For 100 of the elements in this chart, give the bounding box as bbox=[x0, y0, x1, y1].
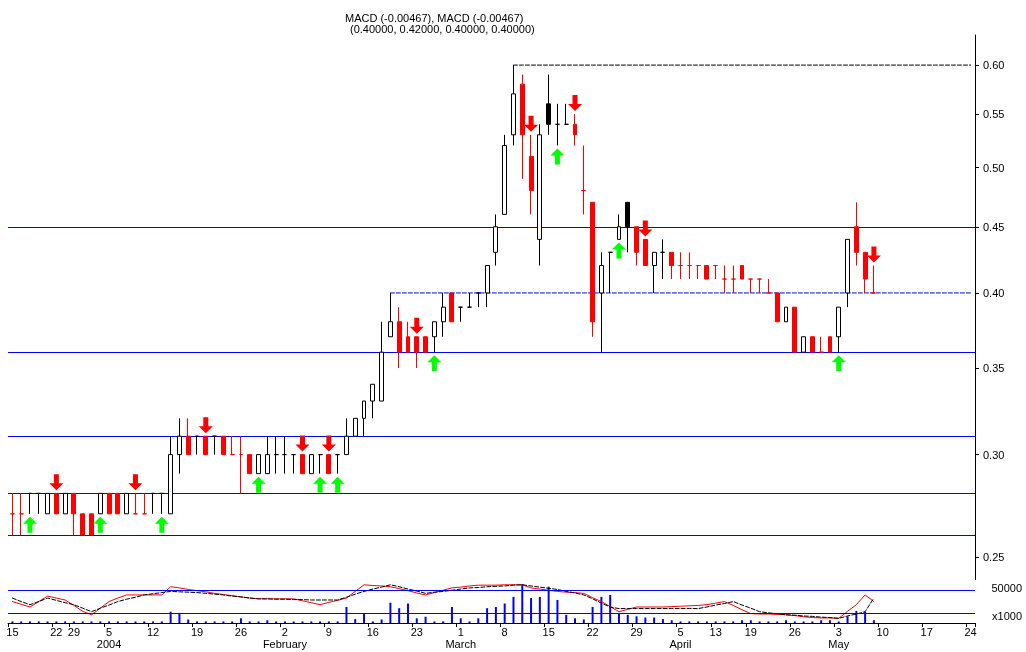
candlestick bbox=[731, 265, 736, 294]
candlestick bbox=[63, 492, 68, 515]
candlestick bbox=[335, 454, 340, 475]
candlestick bbox=[485, 265, 490, 308]
candlestick bbox=[828, 336, 832, 353]
x-tick-label: 22 bbox=[586, 626, 599, 638]
candlestick bbox=[221, 435, 226, 456]
x-tick-label: 15 bbox=[542, 626, 555, 638]
candlestick bbox=[836, 306, 841, 353]
bar bbox=[670, 620, 673, 623]
candlestick bbox=[573, 113, 577, 146]
x-tick-label: 12 bbox=[146, 626, 160, 638]
candlestick bbox=[98, 492, 103, 515]
candlestick bbox=[177, 417, 182, 475]
x-tick-label: 24 bbox=[964, 626, 977, 638]
candlestick bbox=[142, 492, 147, 515]
x-tick-label: 5 April bbox=[669, 626, 692, 650]
bar bbox=[574, 618, 577, 623]
candlestick bbox=[168, 435, 173, 515]
candlestick bbox=[529, 134, 534, 215]
text: x1000 bbox=[992, 609, 1023, 622]
candlestick bbox=[660, 238, 665, 280]
candlestick bbox=[247, 454, 252, 475]
x-tick-label: 3 May bbox=[828, 626, 850, 650]
candlestick bbox=[80, 513, 85, 536]
candlestick bbox=[151, 492, 155, 515]
candlestick bbox=[678, 251, 683, 280]
candlestick bbox=[493, 213, 498, 267]
bar bbox=[653, 617, 656, 623]
candlestick bbox=[300, 454, 305, 475]
y-tick-label: 0.30 bbox=[983, 448, 1005, 461]
candlestick bbox=[801, 336, 806, 353]
candlestick bbox=[476, 292, 481, 308]
candlestick bbox=[546, 74, 551, 136]
x-tick-label: 23 bbox=[410, 626, 423, 638]
candlestick bbox=[36, 492, 41, 515]
x-tick-label: 8 bbox=[501, 626, 508, 638]
candlestick bbox=[353, 417, 358, 437]
candlestick bbox=[810, 336, 815, 353]
candlestick bbox=[687, 251, 692, 280]
y-tick-label: 0.35 bbox=[983, 361, 1005, 374]
candlestick bbox=[423, 336, 428, 353]
candlestick bbox=[740, 265, 744, 280]
candlestick bbox=[239, 435, 243, 494]
candlestick bbox=[195, 435, 199, 456]
bar bbox=[828, 620, 831, 623]
candlestick bbox=[265, 435, 270, 475]
candlestick bbox=[256, 454, 261, 475]
candlestick bbox=[441, 292, 446, 338]
y-tick-label: 0.50 bbox=[983, 161, 1005, 174]
candlestick bbox=[133, 492, 138, 515]
candlestick bbox=[643, 238, 648, 267]
candlestick bbox=[713, 265, 718, 280]
chart-title: (0.40000, 0.42000, 0.40000, 0.40000) bbox=[350, 22, 535, 35]
bar bbox=[872, 620, 875, 623]
candlestick bbox=[722, 265, 727, 294]
bar bbox=[477, 618, 480, 623]
candlestick bbox=[581, 145, 586, 215]
bar bbox=[635, 616, 638, 623]
candlestick bbox=[10, 492, 15, 536]
bar bbox=[187, 619, 190, 623]
bar bbox=[354, 619, 357, 623]
candlestick bbox=[124, 492, 129, 515]
bar bbox=[459, 618, 462, 623]
candlestick bbox=[28, 492, 32, 515]
candlestick bbox=[819, 336, 824, 353]
x-tick-label: 10 bbox=[876, 626, 889, 638]
x-tick-label: 13 bbox=[709, 626, 722, 638]
x-tick-label: 1 March bbox=[445, 626, 477, 650]
candlestick bbox=[784, 306, 788, 323]
candlestick bbox=[871, 265, 876, 294]
bar bbox=[820, 620, 823, 623]
candlestick bbox=[230, 435, 235, 456]
candlestick bbox=[159, 492, 164, 515]
candlestick bbox=[203, 435, 208, 456]
candlestick bbox=[388, 292, 393, 338]
text: 50000 bbox=[991, 581, 1023, 594]
candlestick bbox=[599, 251, 604, 353]
candlestick bbox=[45, 492, 50, 515]
candlestick bbox=[379, 321, 384, 402]
candlestick bbox=[520, 74, 525, 180]
x-tick-label: 22 bbox=[50, 626, 63, 638]
candlestick bbox=[617, 213, 621, 240]
candlestick bbox=[704, 265, 709, 280]
x-tick-label: 19 bbox=[744, 626, 757, 638]
candlestick bbox=[458, 306, 463, 323]
bar bbox=[846, 616, 849, 623]
candlestick bbox=[318, 454, 323, 475]
candlestick bbox=[537, 123, 542, 267]
candlestick bbox=[608, 251, 613, 294]
candlestick bbox=[863, 251, 868, 294]
x-tick-label: 16 bbox=[366, 626, 379, 638]
bar bbox=[741, 620, 744, 623]
candlestick bbox=[502, 134, 507, 215]
y-tick-label: 0.40 bbox=[983, 286, 1005, 299]
y-tick-label: 0.45 bbox=[983, 220, 1005, 233]
candlestick bbox=[775, 292, 780, 323]
bar bbox=[644, 617, 647, 623]
candlestick bbox=[564, 103, 569, 125]
bar bbox=[415, 618, 418, 623]
